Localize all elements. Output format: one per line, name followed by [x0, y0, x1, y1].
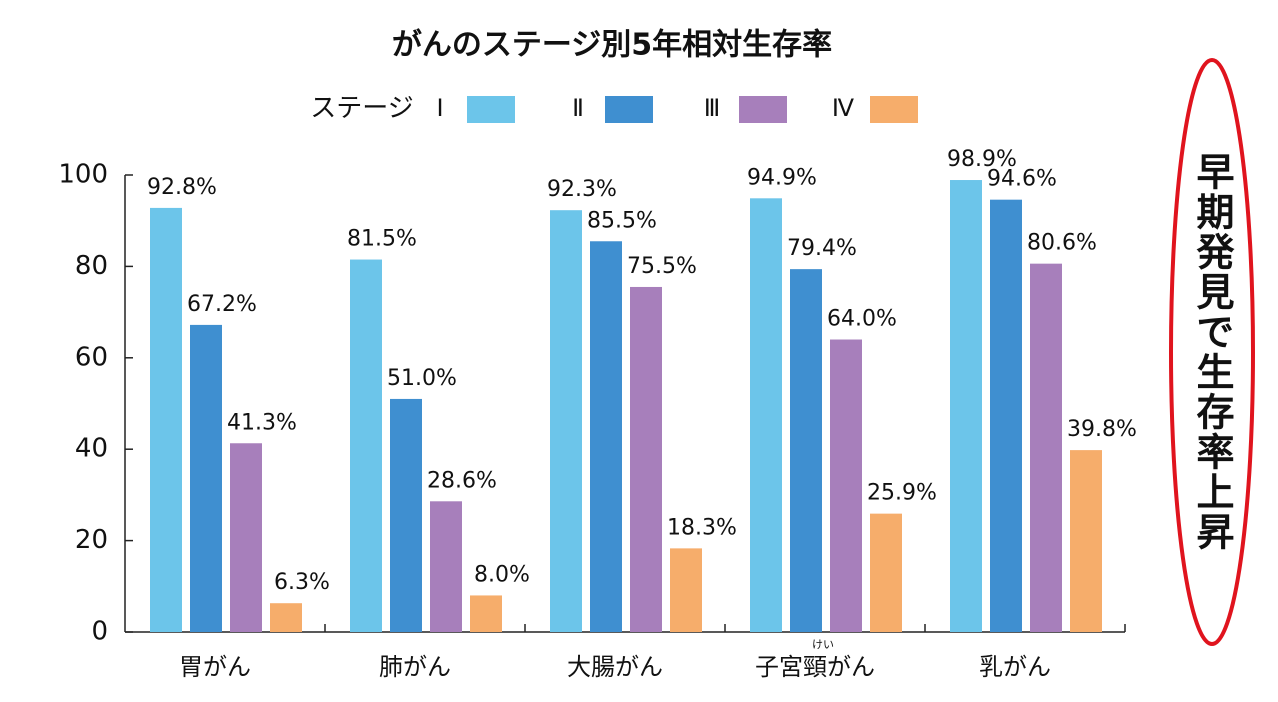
x-tick-label: 大腸がん [567, 653, 663, 681]
bar [350, 259, 382, 632]
value-label: 85.5% [587, 208, 657, 233]
legend-swatch [870, 96, 918, 123]
value-label: 94.6% [987, 167, 1057, 192]
y-tick-label: 60 [75, 342, 108, 372]
ruby: けい [812, 638, 834, 651]
value-label: 67.2% [187, 292, 257, 317]
value-label: 92.8% [147, 175, 217, 200]
bar [430, 501, 462, 632]
bar [550, 210, 582, 632]
value-label: 41.3% [227, 410, 297, 435]
y-tick-label: 0 [91, 617, 108, 647]
bar [990, 199, 1022, 633]
bar [1030, 263, 1062, 632]
value-label: 79.4% [787, 236, 857, 261]
value-label: 92.3% [547, 177, 617, 202]
bar [750, 198, 782, 632]
y-tick-label: 80 [75, 251, 108, 281]
bar [950, 180, 982, 633]
legend-label: Ⅲ [704, 94, 721, 122]
legend-label: Ⅰ [436, 94, 443, 122]
value-label: 94.9% [747, 165, 817, 190]
value-label: 6.3% [274, 570, 330, 595]
x-tick-label: 胃がん [179, 653, 251, 681]
value-label: 39.8% [1067, 417, 1137, 442]
x-tick-label: 子宮頸がん [755, 653, 875, 681]
bar [630, 286, 662, 632]
annotation: 早期発見で生存率上昇 [1190, 152, 1234, 552]
value-label: 18.3% [667, 515, 737, 540]
value-label: 75.5% [627, 254, 697, 279]
value-label: 28.6% [427, 468, 497, 493]
bar [150, 207, 182, 633]
bar [1070, 450, 1102, 632]
chart-title: がんのステージ別5年相対生存率 [392, 28, 832, 63]
legend-swatch [605, 96, 653, 123]
bar [470, 595, 502, 632]
x-tick-label: 肺がん [379, 653, 451, 681]
bar [870, 513, 902, 632]
legend-label: Ⅳ [832, 94, 854, 122]
value-label: 8.0% [474, 562, 530, 587]
y-tick-label: 20 [75, 525, 108, 555]
value-label: 80.6% [1027, 231, 1097, 256]
x-tick-label: 乳がん [979, 653, 1051, 681]
value-label: 64.0% [827, 307, 897, 332]
bar [190, 324, 222, 632]
value-label: 51.0% [387, 366, 457, 391]
legend-swatch [467, 96, 515, 123]
bar [790, 269, 822, 632]
bar [830, 339, 862, 632]
bar [390, 398, 422, 632]
value-label: 81.5% [347, 227, 417, 252]
annotation-oval [1169, 58, 1255, 646]
y-tick-label: 40 [75, 434, 108, 464]
legend-label: Ⅱ [572, 94, 584, 122]
y-tick-label: 100 [58, 160, 108, 190]
value-label: 98.9% [947, 147, 1017, 172]
legend-title: ステージ [310, 94, 413, 124]
bar [590, 241, 622, 632]
legend-swatch [739, 96, 787, 123]
bar [270, 603, 302, 632]
bar [670, 548, 702, 632]
value-label: 25.9% [867, 481, 937, 506]
bar [230, 443, 262, 632]
